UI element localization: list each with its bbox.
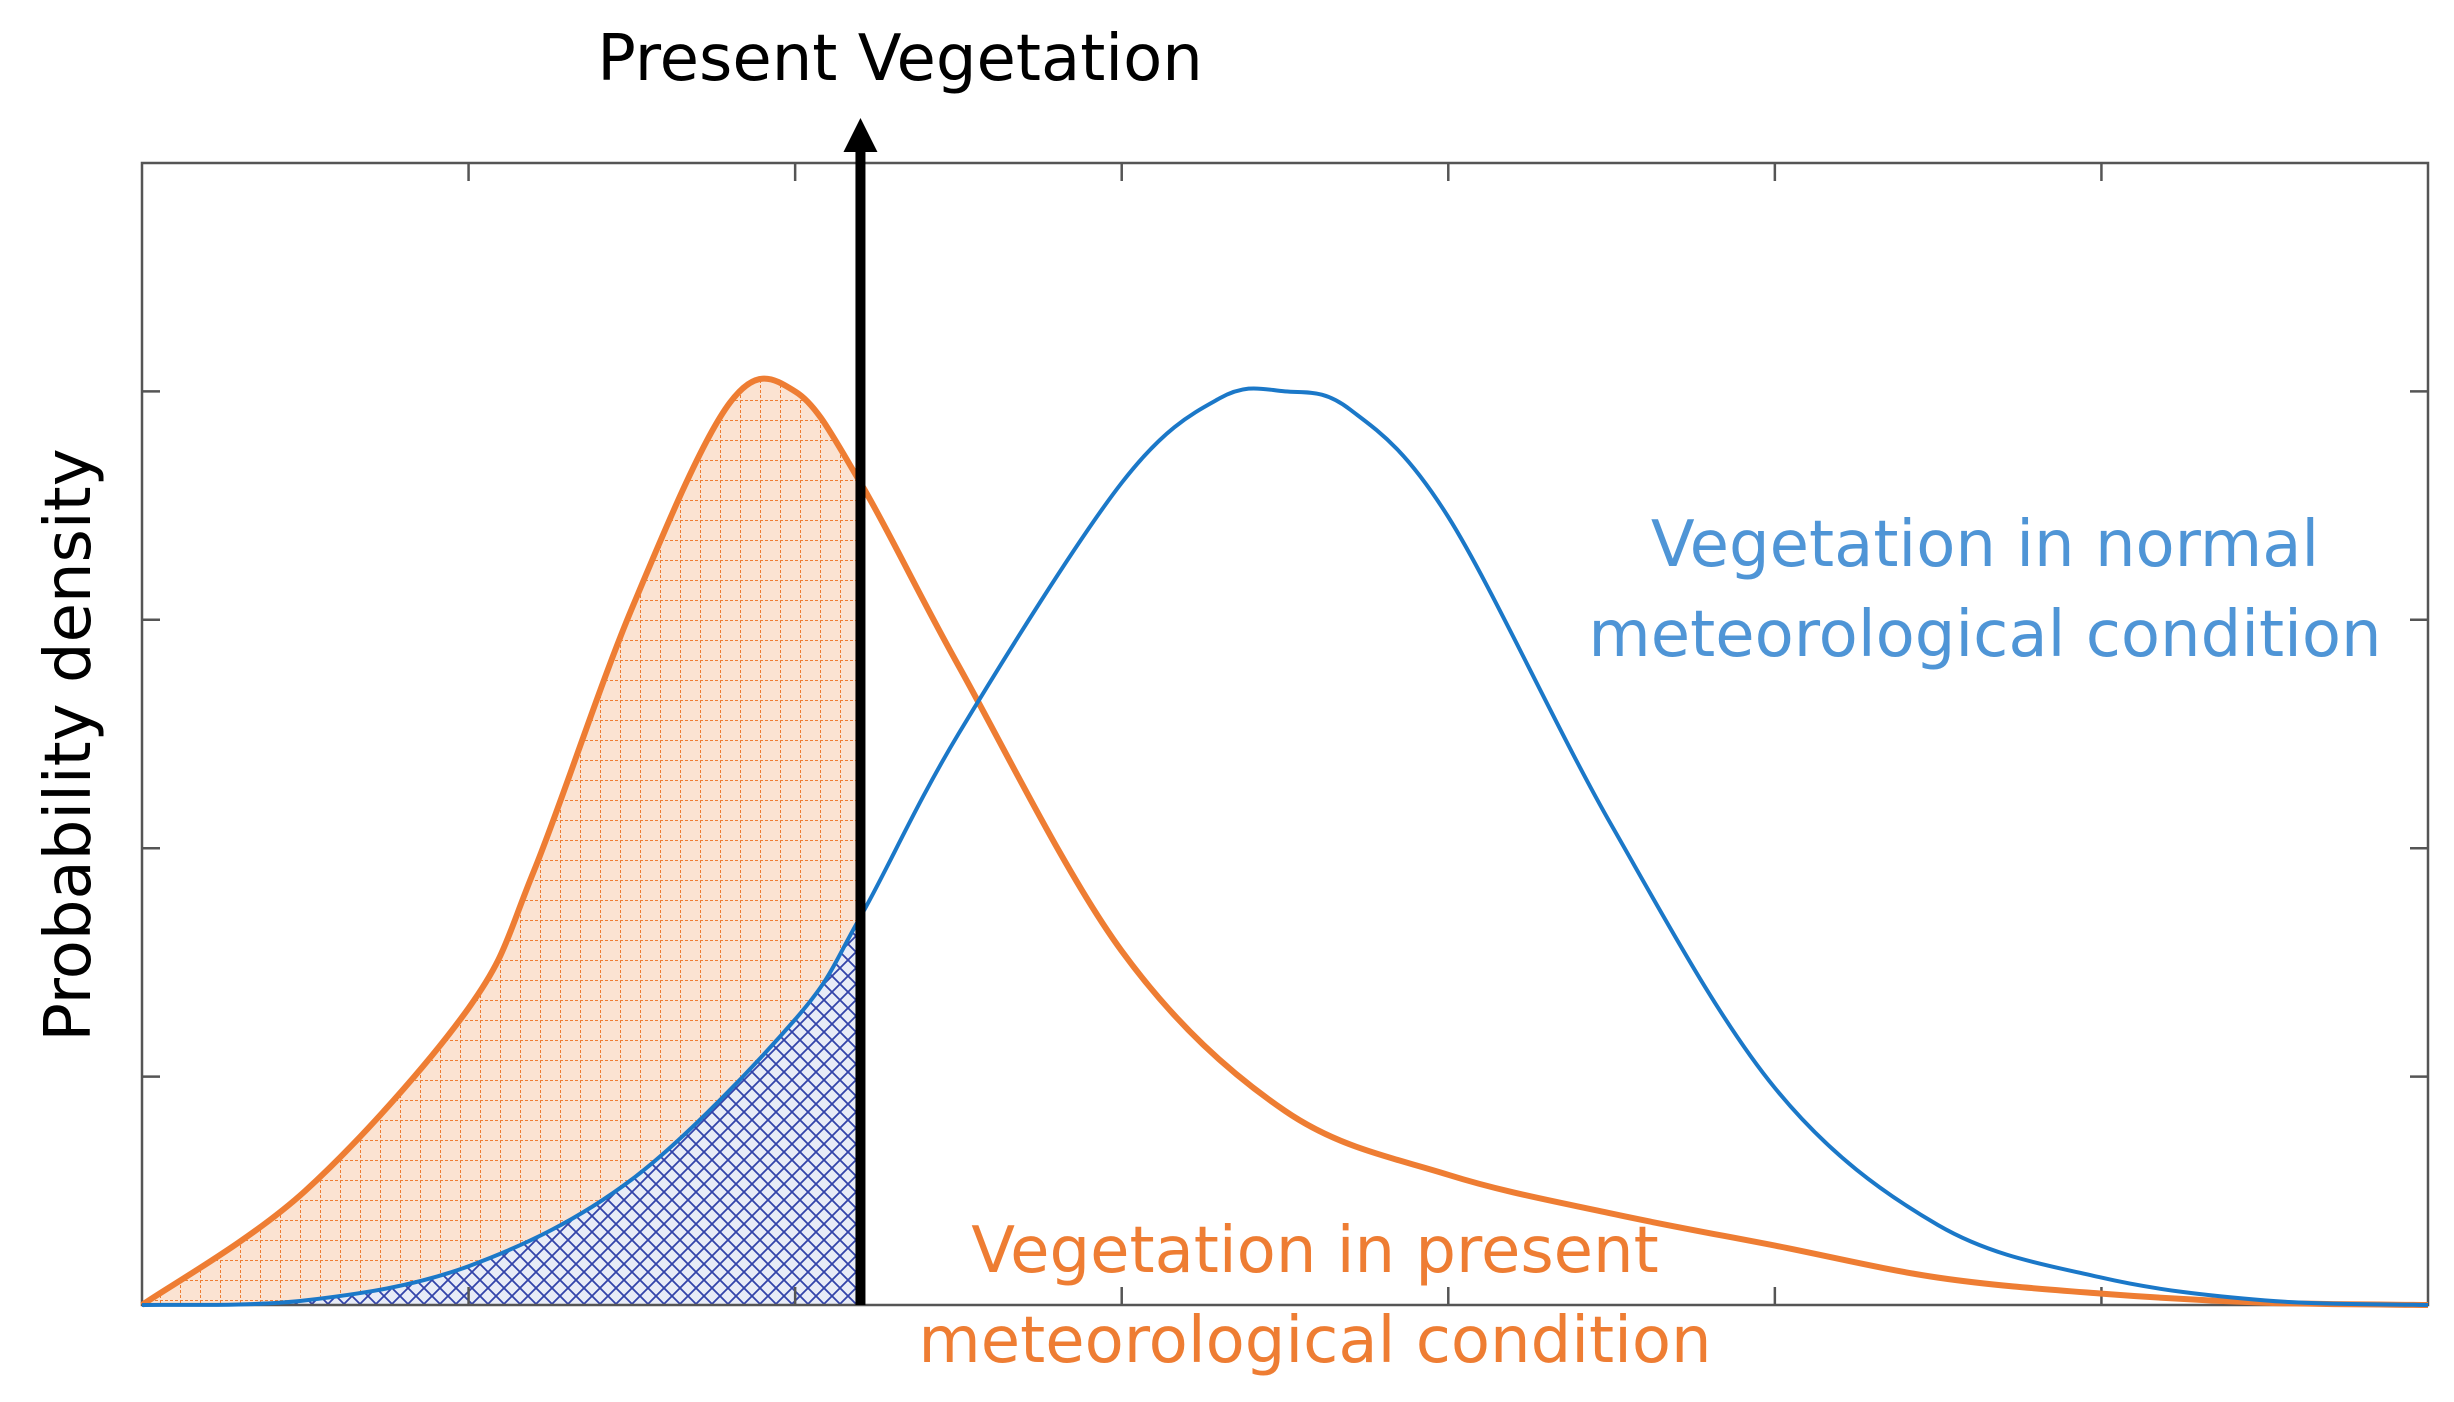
- normal-condition-label-line1: Vegetation in normal: [1651, 508, 2319, 582]
- present-vegetation-arrowhead: [843, 118, 878, 152]
- present-vegetation-title: Present Vegetation: [597, 22, 1203, 96]
- present-condition-curve: [140, 375, 2429, 1308]
- present-condition-label-line2: meteorological condition: [918, 1304, 1711, 1378]
- y-axis-label: Probability density: [32, 448, 106, 1041]
- present-condition-label-line1: Vegetation in present: [971, 1214, 1658, 1288]
- normal-condition-label-line2: meteorological condition: [1588, 598, 2381, 672]
- normal-condition-curve: [141, 386, 2429, 1307]
- present-condition-shaded-area: [142, 378, 861, 1305]
- shaded-region: [142, 378, 861, 1305]
- normal-condition-shaded-area: [142, 916, 861, 1305]
- plot-frame: [140, 161, 2430, 1307]
